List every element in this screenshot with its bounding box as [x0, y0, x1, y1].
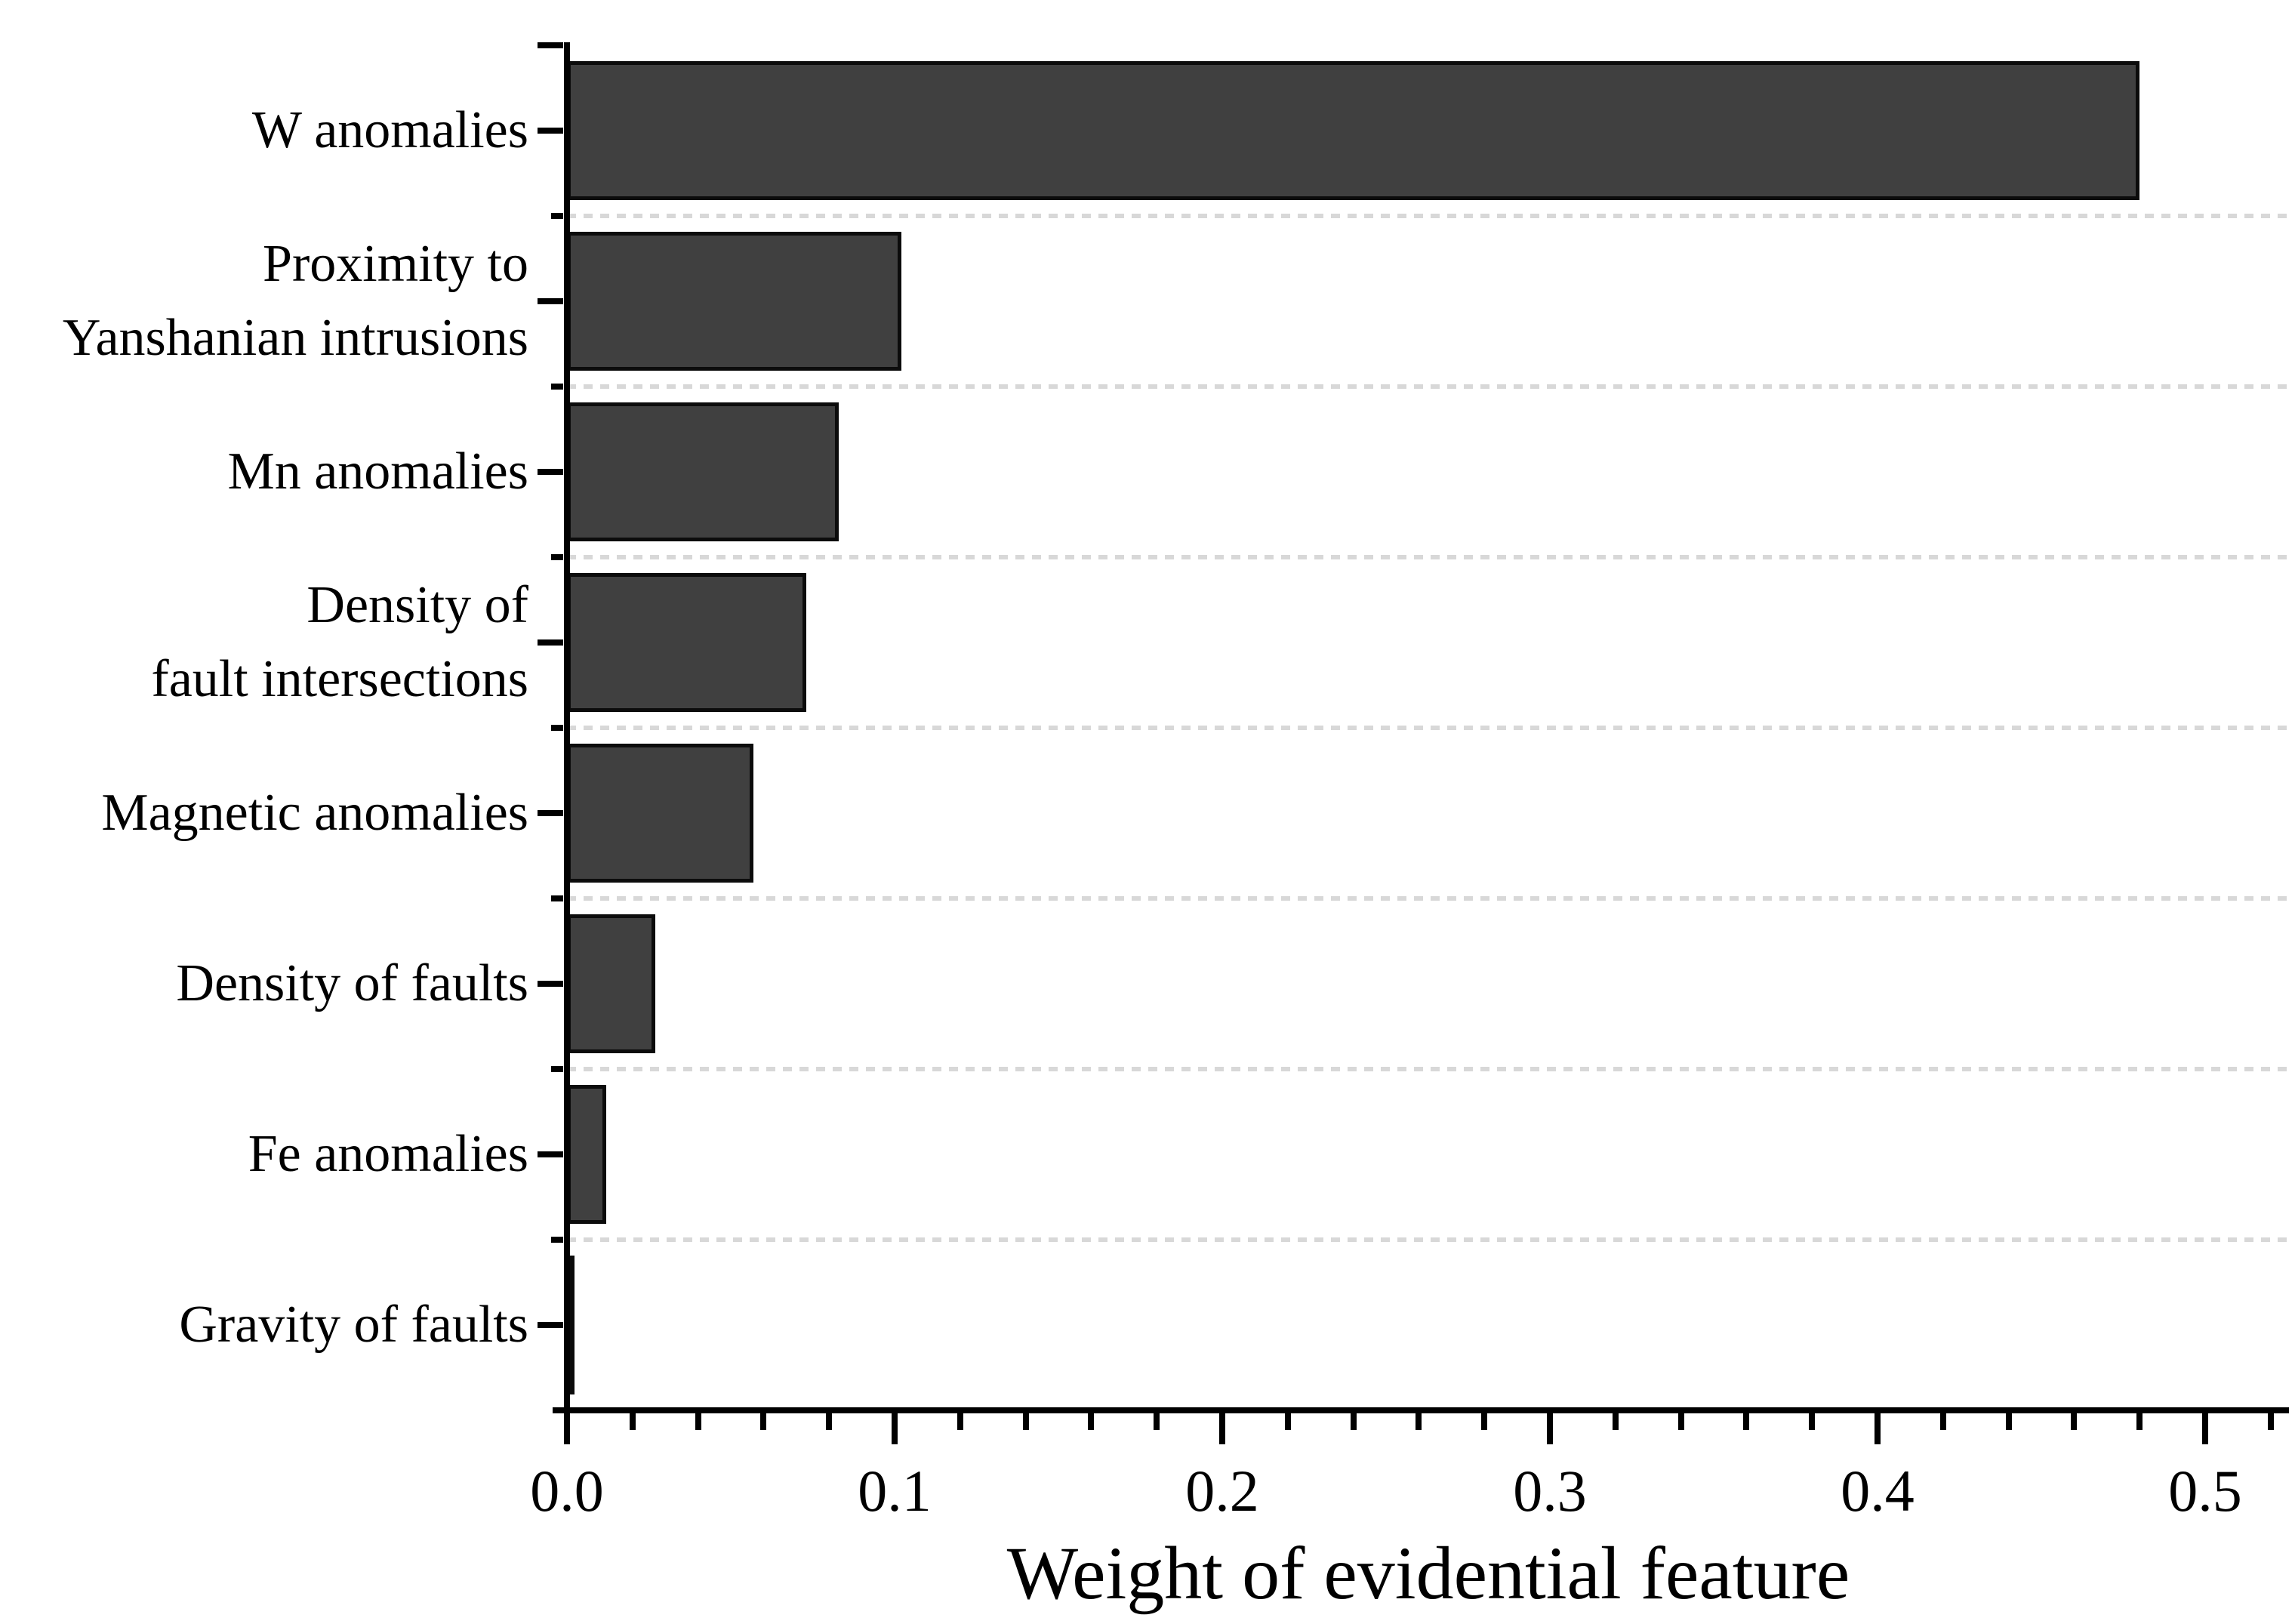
y-axis-minor-tick [551, 213, 563, 219]
y-axis-major-tick [538, 981, 563, 987]
dashed-gridline [567, 214, 2289, 218]
y-axis-minor-tick [551, 895, 563, 901]
x-axis-minor-tick [1677, 1410, 1684, 1430]
x-axis-major-tick [2202, 1410, 2208, 1444]
dashed-gridline [567, 1237, 2289, 1242]
bar-magnetic-anomalies [567, 744, 753, 883]
x-axis-minor-tick [2267, 1410, 2274, 1430]
x-axis-baseline [553, 1407, 2289, 1413]
x-tick-label-0.3: 0.3 [1513, 1458, 1587, 1524]
x-axis-minor-tick [1612, 1410, 1619, 1430]
x-axis-minor-tick [957, 1410, 963, 1430]
x-axis-major-tick [1219, 1410, 1225, 1444]
bar-fe-anomalies [567, 1085, 606, 1224]
x-tick-label-0.4: 0.4 [1841, 1458, 1915, 1524]
x-axis-minor-tick [1416, 1410, 1422, 1430]
x-axis-minor-tick [629, 1410, 636, 1430]
x-axis-title: Weight of evidential feature [1006, 1531, 1850, 1615]
x-axis-minor-tick [826, 1410, 833, 1430]
y-axis-minor-tick [551, 1237, 563, 1243]
category-label-fe-anomalies: Fe anomalies [0, 1064, 528, 1245]
category-label-text: Mn anomalies [227, 435, 528, 509]
x-axis-minor-tick [1088, 1410, 1095, 1430]
category-label-density-of-fault-intersections: Density of fault intersections [0, 552, 528, 733]
x-tick-label-0.0: 0.0 [530, 1458, 604, 1524]
dashed-gridline [567, 555, 2289, 559]
category-label-gravity-of-faults: Gravity of faults [0, 1234, 528, 1416]
category-label-line: Density of [307, 576, 528, 634]
bar-density-of-fault-intersections [567, 573, 806, 712]
y-axis-major-tick [538, 469, 563, 475]
x-axis-minor-tick [2136, 1410, 2143, 1430]
bar-density-of-faults [567, 914, 655, 1053]
y-axis-major-tick [538, 1151, 563, 1157]
category-label-proximity-to-yanshanian-intrusions: Proximity to Yanshanian intrusions [0, 211, 528, 392]
dashed-gridline [567, 1067, 2289, 1071]
x-axis-minor-tick [1939, 1410, 1946, 1430]
category-label-line: W anomalies [251, 101, 528, 159]
category-label-text: Proximity to Yanshanian intrusions [63, 227, 528, 375]
y-axis-minor-tick [551, 384, 563, 390]
y-axis-minor-tick [551, 725, 563, 731]
bar-w-anomalies [567, 61, 2139, 200]
category-label-line: Yanshanian intrusions [62, 309, 528, 367]
x-axis-minor-tick [2005, 1410, 2012, 1430]
category-label-line: Fe anomalies [248, 1125, 528, 1183]
dashed-gridline [567, 726, 2289, 730]
y-axis-major-tick [538, 810, 563, 816]
category-label-text: Fe anomalies [248, 1117, 528, 1191]
y-axis-minor-tick [551, 554, 563, 560]
x-axis-minor-tick [1154, 1410, 1160, 1430]
category-label-line: Proximity to [263, 235, 528, 293]
bar-proximity-to-yanshanian-intrusions [567, 232, 901, 371]
category-label-text: W anomalies [252, 94, 528, 168]
x-axis-minor-tick [760, 1410, 767, 1430]
y-axis-major-tick [538, 1322, 563, 1328]
x-axis-minor-tick [1350, 1410, 1357, 1430]
x-axis-minor-tick [1022, 1410, 1029, 1430]
category-label-text: Density of fault intersections [151, 569, 528, 716]
bar-mn-anomalies [567, 402, 839, 541]
category-label-line: Gravity of faults [179, 1296, 528, 1354]
category-label-text: Density of faults [176, 947, 528, 1021]
y-axis-top-tick [538, 42, 563, 48]
category-label-magnetic-anomalies: Magnetic anomalies [0, 723, 528, 904]
y-axis-spine [564, 42, 570, 1444]
x-axis-major-tick [892, 1410, 898, 1444]
x-axis-minor-tick [1809, 1410, 1816, 1430]
x-axis-minor-tick [1284, 1410, 1291, 1430]
y-axis-major-tick [538, 639, 563, 646]
category-label-text: Gravity of faults [179, 1288, 528, 1362]
x-tick-label-0.2: 0.2 [1185, 1458, 1259, 1524]
x-axis-major-tick [1547, 1410, 1553, 1444]
category-label-w-anomalies: W anomalies [0, 40, 528, 221]
dashed-gridline [567, 384, 2289, 389]
category-label-line: Mn anomalies [227, 442, 528, 501]
category-label-density-of-faults: Density of faults [0, 893, 528, 1074]
x-axis-minor-tick [1743, 1410, 1750, 1430]
category-label-line: Magnetic anomalies [101, 784, 528, 842]
y-axis-major-tick [538, 128, 563, 134]
category-label-line: fault intersections [151, 650, 528, 708]
y-axis-major-tick [538, 298, 563, 304]
dashed-gridline [567, 896, 2289, 901]
x-tick-label-0.1: 0.1 [858, 1458, 932, 1524]
x-axis-major-tick [1875, 1410, 1881, 1444]
x-axis-minor-tick [2071, 1410, 2078, 1430]
x-axis-minor-tick [695, 1410, 701, 1430]
x-tick-label-0.5: 0.5 [2168, 1458, 2242, 1524]
x-axis-minor-tick [1481, 1410, 1488, 1430]
category-label-mn-anomalies: Mn anomalies [0, 381, 528, 562]
y-axis-minor-tick [551, 1066, 563, 1072]
category-label-line: Density of faults [176, 954, 528, 1012]
category-label-text: Magnetic anomalies [101, 776, 528, 850]
